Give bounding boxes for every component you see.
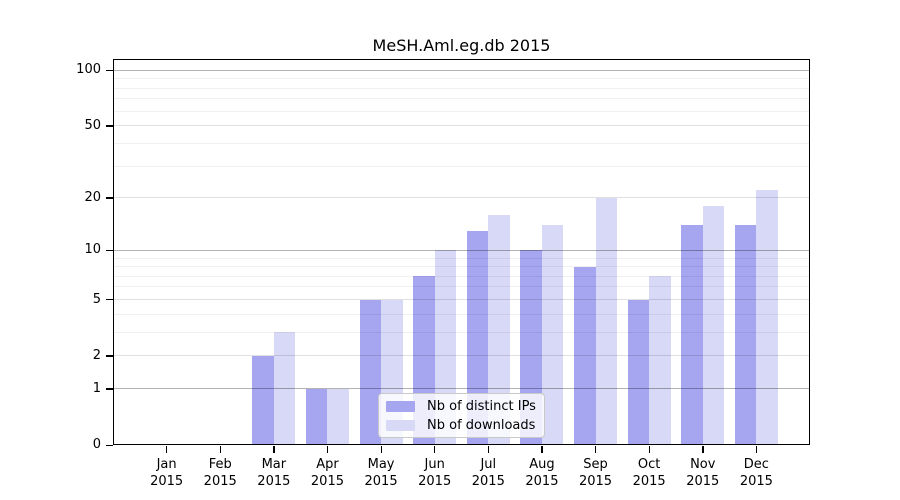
x-tick-label: May 2015	[364, 457, 398, 489]
y-tick-label: 20	[84, 189, 101, 205]
x-tick-label: Aug 2015	[525, 457, 559, 489]
x-axis-tick	[380, 446, 382, 453]
x-tick-label: Mar 2015	[257, 457, 291, 489]
grid-line	[113, 257, 810, 259]
bar-mar-ips	[252, 355, 274, 445]
distinct-ips-swatch	[386, 400, 415, 412]
y-tick-label: 10	[84, 242, 101, 258]
x-axis-tick	[487, 446, 490, 453]
grid-line	[113, 331, 810, 333]
grid-line	[113, 286, 810, 288]
y-axis-tick	[106, 69, 113, 72]
bar-sep-ips	[574, 266, 596, 445]
y-axis-tick	[106, 388, 113, 390]
x-tick-label: Jul 2015	[471, 457, 505, 489]
bar-apr-ips	[306, 388, 328, 445]
x-axis-tick	[541, 446, 543, 453]
grid-line	[113, 388, 810, 390]
grid-line	[113, 110, 810, 112]
bar-nov-ips	[681, 225, 703, 445]
x-axis-tick	[648, 446, 650, 453]
y-tick-label: 1	[92, 380, 101, 396]
grid-line	[113, 197, 810, 199]
bar-apr-downloads	[327, 388, 349, 445]
x-tick-label: Oct 2015	[632, 457, 666, 489]
legend-label-distinct-ips: Nb of distinct IPs	[427, 398, 536, 414]
bar-may-ips	[359, 299, 382, 445]
y-tick-label: 100	[76, 62, 101, 78]
x-tick-label: Dec 2015	[739, 457, 773, 489]
x-axis-tick	[166, 446, 168, 453]
grid-line	[113, 313, 810, 315]
legend-item-downloads: Nb of downloads	[386, 418, 544, 433]
grid-line	[113, 142, 810, 144]
bar-nov-downloads	[702, 205, 725, 445]
bar-dec-downloads	[756, 190, 778, 445]
y-tick-label: 0	[92, 437, 101, 452]
bar-mar-downloads	[273, 332, 296, 445]
x-axis-tick	[434, 446, 436, 453]
bar-dec-ips	[734, 225, 757, 445]
grid-line	[113, 98, 810, 100]
y-tick-label: 2	[92, 347, 101, 363]
plot-area	[113, 59, 810, 445]
y-axis-tick	[106, 125, 113, 127]
x-tick-label: Feb 2015	[203, 457, 237, 489]
grid-line	[113, 275, 810, 277]
legend-label-downloads: Nb of downloads	[427, 417, 536, 433]
y-axis-tick	[106, 197, 113, 199]
x-axis-tick	[273, 446, 275, 453]
chart-title: MeSH.Aml.eg.db 2015	[372, 36, 551, 55]
y-tick-label: 5	[92, 291, 101, 307]
x-tick-label: Apr 2015	[310, 457, 344, 489]
bar-oct-ips	[627, 299, 650, 445]
grid-line	[113, 78, 810, 80]
y-axis-tick	[106, 249, 113, 252]
bar-oct-downloads	[649, 276, 671, 445]
legend-item-distinct-ips: Nb of distinct IPs	[386, 399, 544, 414]
grid-line	[113, 69, 810, 71]
x-axis-tick	[326, 446, 329, 453]
legend: Nb of distinct IPs Nb of downloads	[378, 393, 545, 438]
grid-line	[113, 299, 810, 300]
grid-line	[113, 165, 810, 167]
x-axis-tick	[755, 446, 758, 453]
x-tick-label: Jan 2015	[150, 457, 184, 489]
y-axis-tick	[106, 355, 113, 357]
y-tick-label: 50	[84, 117, 101, 133]
y-axis-tick	[106, 299, 113, 301]
downloads-swatch	[386, 419, 415, 431]
bar-sep-downloads	[595, 197, 617, 445]
bar-jul-ips	[466, 230, 489, 445]
bar-aug-downloads	[541, 225, 564, 445]
x-tick-label: Jun 2015	[418, 457, 452, 489]
grid-layer	[113, 59, 810, 445]
bar-jul-downloads	[488, 214, 510, 445]
grid-line	[113, 125, 810, 127]
x-axis-tick	[219, 446, 222, 453]
y-axis-tick	[106, 444, 113, 446]
grid-line	[113, 266, 810, 268]
grid-line	[113, 249, 810, 251]
grid-line	[113, 355, 810, 357]
grid-line	[113, 87, 810, 89]
x-axis-tick	[595, 446, 597, 453]
x-axis-tick	[702, 446, 704, 453]
x-tick-label: Sep 2015	[578, 457, 613, 489]
x-tick-label: Nov 2015	[686, 457, 720, 489]
